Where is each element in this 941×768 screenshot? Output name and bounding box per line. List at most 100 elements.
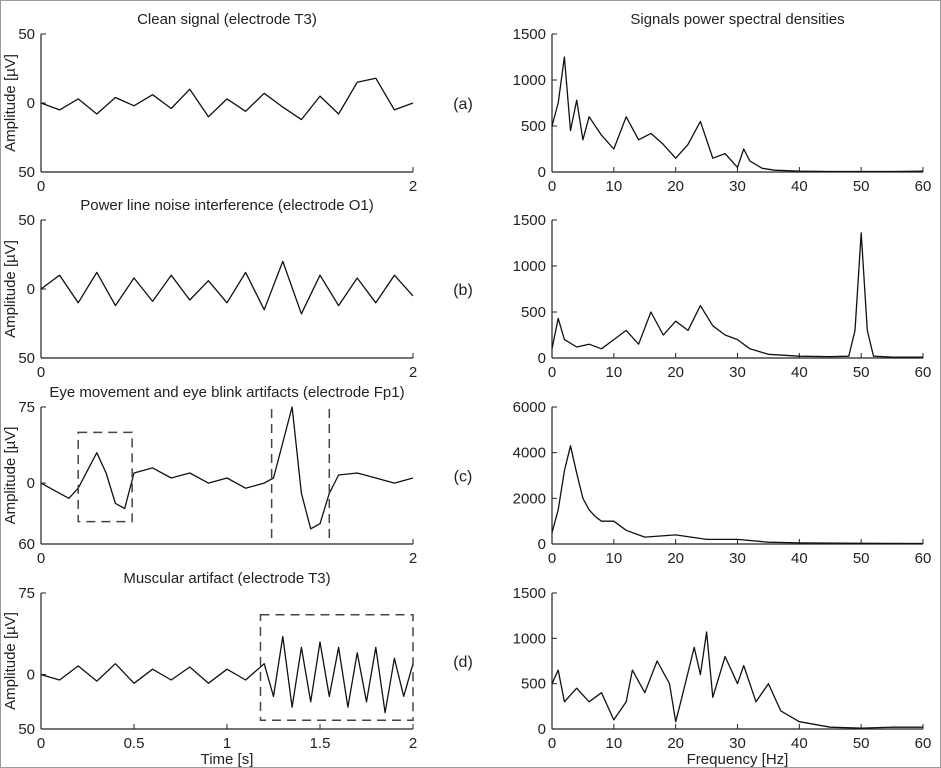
- chart-title: Power line noise interference (electrode…: [80, 197, 373, 214]
- x-tick-label: 0: [548, 178, 556, 195]
- chart-title: Muscular artifact (electrode T3): [123, 570, 330, 587]
- y-tick-label: 1500: [513, 212, 546, 229]
- panel-1-psd: 0 500 1000 1500 0 10 20 30 40 50 60 Signals power s…: [513, 11, 932, 195]
- chart-title: Signals power spectral densities: [630, 11, 844, 28]
- x-tick-label: 0: [37, 735, 45, 752]
- x-tick-label: 10: [605, 550, 622, 567]
- x-tick-label: 1: [223, 735, 231, 752]
- x-tick-label: 30: [729, 364, 746, 381]
- series-line: [551, 445, 924, 545]
- x-tick-label: 30: [729, 178, 746, 195]
- x-tick-label: 0.5: [124, 735, 145, 752]
- y-tick-label: 1000: [513, 630, 546, 647]
- x-tick-label: 2: [409, 364, 417, 381]
- y-tick-label: 50: [18, 164, 35, 181]
- x-tick-label: 40: [791, 178, 808, 195]
- x-tick-label: 10: [605, 178, 622, 195]
- x-tick-label: 40: [791, 364, 808, 381]
- y-tick-label: 500: [521, 304, 546, 321]
- x-tick-label: 40: [791, 550, 808, 567]
- x-tick-label: 0: [548, 735, 556, 752]
- y-tick-label: 1500: [513, 26, 546, 43]
- y-tick-label: 1000: [513, 72, 546, 89]
- x-tick-label: 0: [548, 364, 556, 381]
- eye-movement-highlight-box: [77, 431, 133, 523]
- y-axis-label: Amplitude [µV]: [2, 54, 19, 152]
- panel-label: (d): [453, 654, 473, 671]
- series-line: [40, 260, 414, 315]
- panel-3-psd: 0 500 1000 1500 0 10 20 30 40 50 60: [513, 212, 932, 381]
- x-tick-label: 2: [409, 178, 417, 195]
- panel-label: (a): [453, 96, 473, 113]
- x-tick-label: 50: [853, 735, 870, 752]
- y-tick-label: 500: [521, 676, 546, 693]
- muscular-artifact-highlight-box: [259, 614, 414, 722]
- y-axis-label: Amplitude [µV]: [2, 427, 19, 525]
- panel-5-psd: 0 2000 4000 6000 0 10 20 30 40 50 60: [513, 399, 932, 567]
- y-tick-label: 50: [18, 721, 35, 738]
- y-tick-label: 60: [18, 536, 35, 553]
- x-tick-label: 10: [605, 364, 622, 381]
- x-tick-label: 0: [37, 550, 45, 567]
- x-tick-label: 2: [409, 735, 417, 752]
- x-tick-label: 60: [915, 364, 932, 381]
- x-tick-label: 50: [853, 550, 870, 567]
- chart-title: Eye movement and eye blink artifacts (el…: [49, 384, 404, 401]
- y-tick-label: 0: [538, 350, 546, 367]
- panel-label: (c): [454, 469, 473, 486]
- y-tick-label: 0: [27, 475, 35, 492]
- panel-label: (b): [453, 282, 473, 299]
- x-tick-label: 20: [667, 550, 684, 567]
- series-line: [40, 77, 414, 121]
- x-tick-label: 60: [915, 178, 932, 195]
- x-tick-label: 50: [853, 178, 870, 195]
- y-tick-label: 500: [521, 118, 546, 135]
- y-tick-label: 75: [18, 585, 35, 602]
- x-tick-label: 20: [667, 364, 684, 381]
- x-tick-label: 10: [605, 735, 622, 752]
- series-line: [551, 232, 923, 358]
- y-tick-label: 1500: [513, 585, 546, 602]
- x-tick-label: 60: [915, 550, 932, 567]
- y-axis-label: Amplitude [µV]: [2, 240, 19, 338]
- x-tick-label: 0: [37, 364, 45, 381]
- y-tick-label: 0: [27, 281, 35, 298]
- x-axis-label: Time [s]: [201, 751, 254, 767]
- y-tick-label: 0: [27, 667, 35, 684]
- series-line: [40, 635, 414, 714]
- y-tick-label: 0: [538, 721, 546, 738]
- x-tick-label: 50: [853, 364, 870, 381]
- series-line: [40, 406, 414, 530]
- x-tick-label: 0: [37, 178, 45, 195]
- x-axis-label: Frequency [Hz]: [687, 751, 789, 767]
- y-tick-label: 0: [27, 95, 35, 112]
- y-tick-label: 75: [18, 399, 35, 416]
- y-axis-label: Amplitude [µV]: [2, 612, 19, 710]
- x-tick-label: 40: [791, 735, 808, 752]
- y-tick-label: 2000: [513, 490, 546, 507]
- series-line: [551, 56, 924, 173]
- y-tick-label: 4000: [513, 445, 546, 462]
- x-tick-label: 2: [409, 550, 417, 567]
- y-tick-label: 6000: [513, 399, 546, 416]
- y-tick-label: 50: [18, 26, 35, 43]
- y-tick-label: 1000: [513, 258, 546, 275]
- y-tick-label: 50: [18, 350, 35, 367]
- panel-7-psd: 0 500 1000 1500 0 10 20 30 40 50 60 Frequency [Hz]: [513, 585, 932, 767]
- x-tick-label: 0: [548, 550, 556, 567]
- x-tick-label: 1.5: [310, 735, 331, 752]
- x-tick-label: 30: [729, 735, 746, 752]
- y-tick-label: 0: [538, 536, 546, 553]
- x-tick-label: 30: [729, 550, 746, 567]
- x-tick-label: 20: [667, 178, 684, 195]
- chart-title: Clean signal (electrode T3): [137, 11, 317, 28]
- series-line: [551, 631, 923, 729]
- y-tick-label: 0: [538, 164, 546, 181]
- y-tick-label: 50: [18, 212, 35, 229]
